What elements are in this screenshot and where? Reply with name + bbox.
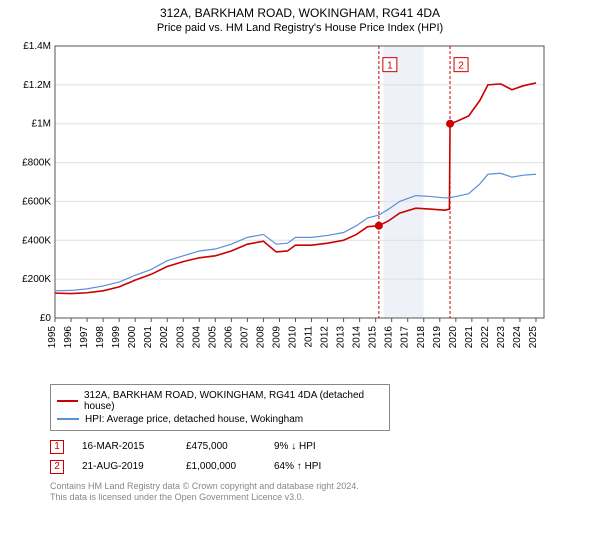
sale-row: 2 21-AUG-2019 £1,000,000 64% ↑ HPI (50, 457, 590, 477)
svg-text:2020: 2020 (448, 325, 459, 348)
sale-price: £475,000 (186, 441, 256, 452)
attribution: Contains HM Land Registry data © Crown c… (50, 481, 590, 504)
legend-item: 312A, BARKHAM ROAD, WOKINGHAM, RG41 4DA … (57, 389, 383, 413)
sale-pct: 9% ↓ HPI (274, 441, 354, 452)
svg-text:1: 1 (387, 60, 393, 71)
svg-text:2009: 2009 (271, 325, 282, 348)
svg-text:2014: 2014 (352, 325, 363, 348)
svg-text:2000: 2000 (127, 325, 138, 348)
svg-text:2003: 2003 (175, 325, 186, 348)
sales-list: 1 16-MAR-2015 £475,000 9% ↓ HPI 2 21-AUG… (50, 437, 590, 477)
legend-swatch-hpi (57, 418, 79, 420)
sale-price: £1,000,000 (186, 461, 256, 472)
svg-text:£0: £0 (40, 313, 52, 324)
svg-text:2023: 2023 (496, 325, 507, 348)
legend-label: HPI: Average price, detached house, Woki… (85, 414, 303, 425)
svg-text:2006: 2006 (223, 325, 234, 348)
sale-date: 16-MAR-2015 (82, 441, 168, 452)
svg-text:2008: 2008 (255, 325, 266, 348)
legend-item: HPI: Average price, detached house, Woki… (57, 413, 383, 426)
svg-text:2017: 2017 (400, 325, 411, 348)
svg-text:2: 2 (458, 60, 464, 71)
chart-area: £0 £200K £400K £600K £800K £1M £1.2M £1.4M 1995 1… (10, 40, 590, 380)
svg-text:£800K: £800K (22, 157, 51, 168)
page-subtitle: Price paid vs. HM Land Registry's House … (10, 22, 590, 34)
sale-badge: 2 (50, 460, 64, 474)
svg-text:2025: 2025 (528, 325, 539, 348)
svg-text:£200K: £200K (22, 274, 51, 285)
svg-text:2021: 2021 (464, 325, 475, 348)
legend: 312A, BARKHAM ROAD, WOKINGHAM, RG41 4DA … (50, 384, 390, 431)
svg-text:2016: 2016 (384, 325, 395, 348)
svg-text:2024: 2024 (512, 325, 523, 348)
legend-label: 312A, BARKHAM ROAD, WOKINGHAM, RG41 4DA … (84, 390, 383, 412)
svg-text:£400K: £400K (22, 235, 51, 246)
chart-container: 312A, BARKHAM ROAD, WOKINGHAM, RG41 4DA … (0, 0, 600, 560)
svg-text:2011: 2011 (304, 325, 315, 347)
svg-text:£600K: £600K (22, 196, 51, 207)
svg-text:1997: 1997 (79, 325, 90, 348)
svg-text:2007: 2007 (239, 325, 250, 348)
attribution-line: This data is licensed under the Open Gov… (50, 492, 590, 504)
svg-text:2010: 2010 (287, 325, 298, 348)
page-title: 312A, BARKHAM ROAD, WOKINGHAM, RG41 4DA (10, 6, 590, 22)
price-chart: £0 £200K £400K £600K £800K £1M £1.2M £1.4M 1995 1… (10, 40, 590, 380)
sale-date: 21-AUG-2019 (82, 461, 168, 472)
svg-text:1998: 1998 (95, 325, 106, 348)
svg-text:1996: 1996 (63, 325, 74, 348)
sale-pct: 64% ↑ HPI (274, 461, 354, 472)
svg-text:2018: 2018 (416, 325, 427, 348)
svg-text:2001: 2001 (143, 325, 154, 348)
svg-text:2005: 2005 (207, 325, 218, 348)
sale-badge: 1 (50, 440, 64, 454)
svg-text:2013: 2013 (336, 325, 347, 348)
svg-text:2015: 2015 (368, 325, 379, 348)
sale-row: 1 16-MAR-2015 £475,000 9% ↓ HPI (50, 437, 590, 457)
svg-text:2012: 2012 (320, 325, 331, 348)
legend-swatch-paid (57, 400, 78, 402)
svg-text:1995: 1995 (47, 325, 58, 348)
svg-text:1999: 1999 (111, 325, 122, 348)
svg-text:£1M: £1M (32, 118, 51, 129)
attribution-line: Contains HM Land Registry data © Crown c… (50, 481, 590, 493)
svg-text:2002: 2002 (159, 325, 170, 348)
svg-text:2004: 2004 (191, 325, 202, 348)
svg-text:2019: 2019 (432, 325, 443, 348)
svg-text:£1.4M: £1.4M (23, 41, 51, 52)
svg-text:£1.2M: £1.2M (23, 79, 51, 90)
svg-text:2022: 2022 (480, 325, 491, 348)
